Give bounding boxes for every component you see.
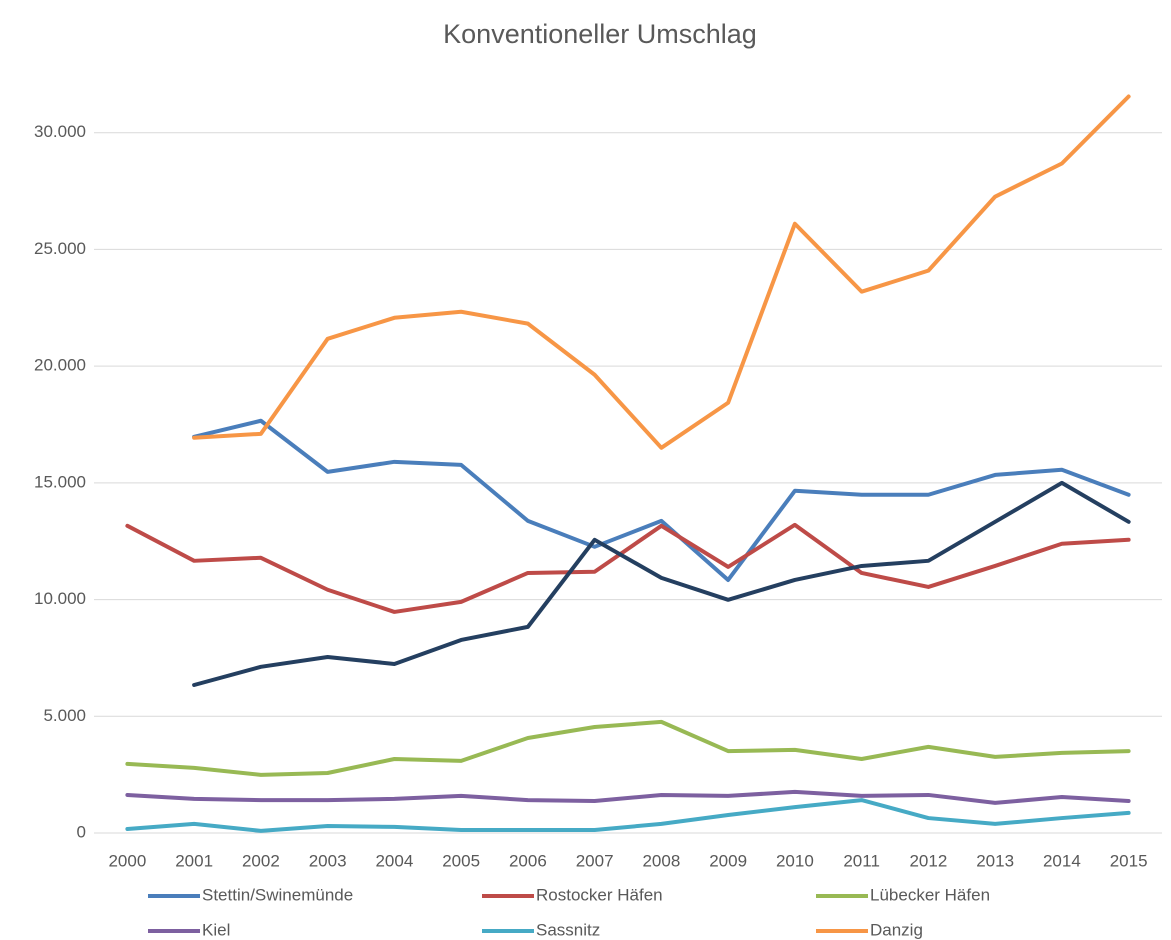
y-tick-label: 15.000 (34, 472, 86, 491)
series-line (125, 522, 1131, 614)
x-tick-label: 2006 (509, 851, 547, 870)
y-tick-label: 20.000 (34, 356, 86, 375)
series-line (125, 789, 1131, 805)
x-tick-label: 2015 (1110, 851, 1148, 870)
x-tick-label: 2009 (709, 851, 747, 870)
x-tick-label: 2008 (642, 851, 680, 870)
y-tick-label: 10.000 (34, 589, 86, 608)
series-line (192, 94, 1131, 450)
x-tick-label: 2010 (776, 851, 814, 870)
x-tick-label: 2013 (976, 851, 1014, 870)
y-tick-label: 30.000 (34, 122, 86, 141)
legend-label: Danzig (870, 920, 923, 939)
x-tick-label: 2005 (442, 851, 480, 870)
chart-title: Konventioneller Umschlag (443, 19, 757, 49)
legend-label: Sassnitz (536, 920, 600, 939)
x-tick-label: 2004 (375, 851, 413, 870)
series-line (192, 480, 1131, 688)
legend-label: Lübecker Häfen (870, 885, 990, 904)
legend-label: Rostocker Häfen (536, 885, 663, 904)
series-line (192, 418, 1131, 582)
x-tick-label: 2001 (175, 851, 213, 870)
x-tick-label: 2011 (843, 851, 880, 870)
y-tick-label: 5.000 (43, 706, 86, 725)
series-line (125, 798, 1131, 833)
x-tick-label: 2007 (576, 851, 614, 870)
x-tick-label: 2014 (1043, 851, 1081, 870)
legend-label: Stettin/Swinemünde (202, 885, 353, 904)
y-tick-label: 25.000 (34, 239, 86, 258)
legend-label: Kiel (202, 920, 230, 939)
series-line (125, 719, 1131, 777)
x-tick-label: 2012 (909, 851, 947, 870)
x-tick-label: 2002 (242, 851, 280, 870)
y-tick-label: 0 (77, 822, 86, 841)
x-tick-label: 2003 (309, 851, 347, 870)
x-tick-label: 2000 (108, 851, 146, 870)
